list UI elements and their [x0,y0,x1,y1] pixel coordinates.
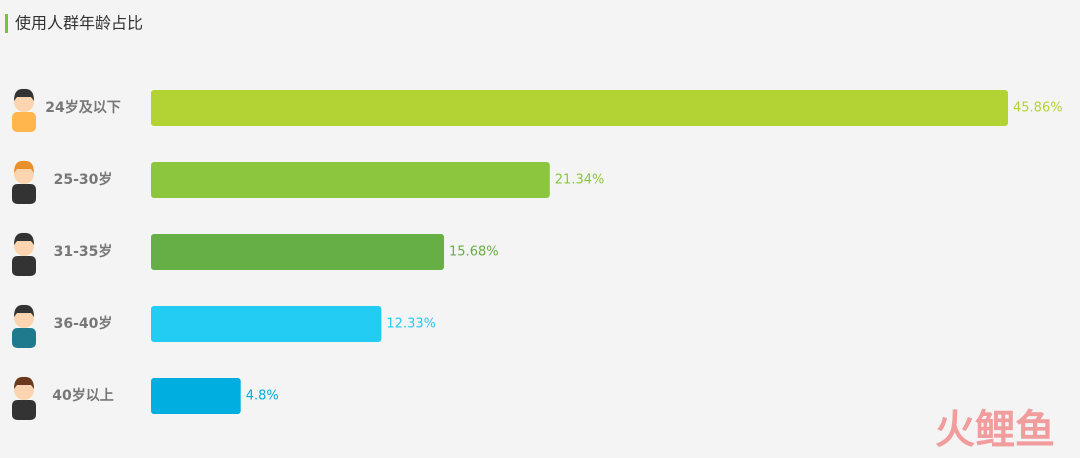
avatars [12,88,36,420]
avatar-body [12,400,36,420]
category-label: 24岁及以下 [45,99,120,116]
value-label: 21.34% [555,173,605,188]
value-label: 45.86% [1013,101,1063,116]
watermark: 火鲤鱼 [935,407,1055,453]
value-label: 15.68% [449,245,499,260]
bar [151,378,241,414]
value-label: 12.33% [386,317,436,332]
avatar-hair [14,376,34,389]
avatar-hair [14,304,34,317]
title-marker [5,14,8,33]
chart-title: 使用人群年龄占比 [15,14,143,33]
bar [151,90,1008,126]
category-label: 25-30岁 [54,171,113,188]
avatar-body [12,328,36,348]
bar [151,306,382,342]
bar [151,234,445,270]
avatar-body [12,256,36,276]
avatar-hair [14,232,34,245]
category-label: 40岁以上 [52,387,113,404]
avatar-body [12,184,36,204]
avatar-hair [14,160,34,173]
bar [151,162,550,198]
avatar-body [12,112,36,132]
avatar-hair [14,88,34,101]
category-label: 36-40岁 [54,315,113,332]
value-label: 4.8% [246,389,279,404]
category-label: 31-35岁 [54,243,113,260]
